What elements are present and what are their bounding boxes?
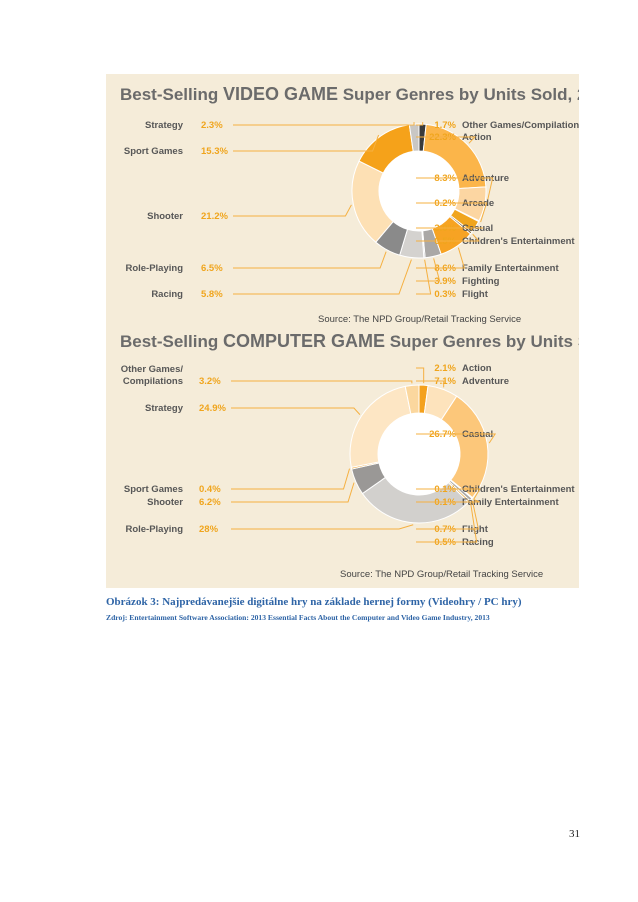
chart2-leader-action (416, 367, 425, 384)
chart2-value-label-role-playing: 28% (199, 524, 219, 535)
chart2-leader-children-s-entertainment (416, 488, 481, 500)
chart1-leader-flight (416, 259, 432, 295)
genre-charts-svg: Best-Selling VIDEO GAME Super Genres by … (120, 84, 579, 580)
chart2-leader-casual (416, 433, 497, 444)
chart2-category-label-other-games-compilations-line2: Compilations (123, 376, 183, 387)
chart2-leader-shooter (231, 482, 355, 503)
chart2-leader-strategy (231, 407, 361, 415)
figure-caption: Obrázok 3: Najpredávanejšie digitálne hr… (106, 596, 522, 608)
chart1-leader-role-playing (233, 251, 387, 269)
chart2-value-label-other-games-compilations: 3.2% (199, 376, 221, 387)
chart1-source-note: Source: The NPD Group/Retail Tracking Se… (318, 314, 521, 325)
chart2-category-label-children-s-entertainment: Children's Entertainment (462, 484, 575, 495)
chart2-source-note: Source: The NPD Group/Retail Tracking Se… (340, 569, 543, 580)
chart2-title-part: Best-Selling (120, 332, 223, 351)
chart1-title-part: Super Genres by Units Sold, 2012 (338, 85, 579, 104)
chart2-title: Best-Selling COMPUTER GAME Super Genres … (120, 331, 579, 351)
figure-source: Zdroj: Entertainment Software Associatio… (106, 613, 490, 622)
chart2-category-label-shooter: Shooter (147, 497, 183, 508)
chart1-leader-adventure (416, 177, 494, 205)
chart2-category-label-family-entertainment: Family Entertainment (462, 497, 559, 508)
chart1-value-label-sport-games: 15.3% (201, 146, 228, 157)
page-number: 31 (569, 828, 580, 840)
chart2-leader-role-playing (231, 524, 414, 530)
chart2-leader-family-entertainment (416, 498, 480, 503)
chart1-leader-other-games-compilations (416, 122, 424, 126)
chart1-value-label-fighting: 3.9% (434, 276, 456, 287)
chart1-title-part: VIDEO GAME (223, 84, 338, 104)
chart2-value-label-shooter: 6.2% (199, 497, 221, 508)
chart1-category-label-sport-games: Sport Games (124, 146, 183, 157)
chart2-donut-hole (378, 413, 460, 495)
genre-charts-figure: Best-Selling VIDEO GAME Super Genres by … (106, 74, 579, 588)
chart2-title-part: COMPUTER GAME (223, 331, 385, 351)
chart1-category-label-children-s-entertainment: Children's Entertainment (462, 236, 575, 247)
chart1-value-label-strategy: 2.3% (201, 120, 223, 131)
chart1-title-part: Best-Selling (120, 85, 223, 104)
chart1-category-label-fighting: Fighting (462, 276, 500, 287)
chart2-category-label-adventure: Adventure (462, 376, 509, 387)
chart2-category-label-action: Action (462, 363, 492, 374)
chart1-value-label-racing: 5.8% (201, 289, 223, 300)
chart2-value-label-action: 2.1% (434, 363, 456, 374)
chart2-leader-other-games-compilations (231, 380, 413, 384)
chart1-title: Best-Selling VIDEO GAME Super Genres by … (120, 84, 579, 104)
chart1-category-label-strategy: Strategy (145, 120, 184, 131)
chart1-leader-action (416, 136, 477, 144)
chart1-category-label-flight: Flight (462, 289, 489, 300)
chart2-leader-sport-games (231, 468, 351, 490)
chart1-donut-hole (379, 151, 459, 231)
chart1-value-label-role-playing: 6.5% (201, 263, 223, 274)
chart2-value-label-adventure: 7.1% (434, 376, 456, 387)
chart1-leader-arcade (416, 202, 488, 223)
chart1-value-label-shooter: 21.2% (201, 211, 228, 222)
chart2-category-label-racing: Racing (462, 537, 494, 548)
chart1-value-label-other-games-compilations: 1.7% (434, 120, 456, 131)
chart2-leader-racing (416, 502, 478, 543)
chart1-category-label-racing: Racing (151, 289, 183, 300)
chart2-category-label-role-playing: Role-Playing (125, 524, 183, 535)
chart1-leader-racing (233, 259, 412, 295)
chart2-category-label-sport-games: Sport Games (124, 484, 183, 495)
chart1-category-label-other-games-compilations: Other Games/Compilations (462, 120, 579, 131)
chart1-leader-sport-games (233, 134, 380, 152)
chart2-leader-flight (416, 500, 480, 530)
chart1-leader-children-s-entertainment (416, 233, 480, 242)
chart1-category-label-action: Action (462, 132, 492, 143)
chart2-category-label-strategy: Strategy (145, 403, 184, 414)
chart2-title-part: Super Genres by Units Sold, 2012 (385, 332, 579, 351)
chart1-leader-fighting (416, 258, 441, 282)
chart2-value-label-sport-games: 0.4% (199, 484, 221, 495)
chart1-leader-family-entertainment (416, 247, 466, 269)
chart1-category-label-shooter: Shooter (147, 211, 183, 222)
chart1-value-label-flight: 0.3% (434, 289, 456, 300)
chart1-leader-shooter (233, 204, 352, 217)
chart1-leader-strategy (233, 122, 415, 126)
chart1-category-label-role-playing: Role-Playing (125, 263, 183, 274)
chart2-leader-adventure (416, 380, 445, 388)
chart2-value-label-strategy: 24.9% (199, 403, 226, 414)
chart1-category-label-family-entertainment: Family Entertainment (462, 263, 559, 274)
chart2-category-label-other-games-compilations-line1: Other Games/ (121, 364, 184, 375)
